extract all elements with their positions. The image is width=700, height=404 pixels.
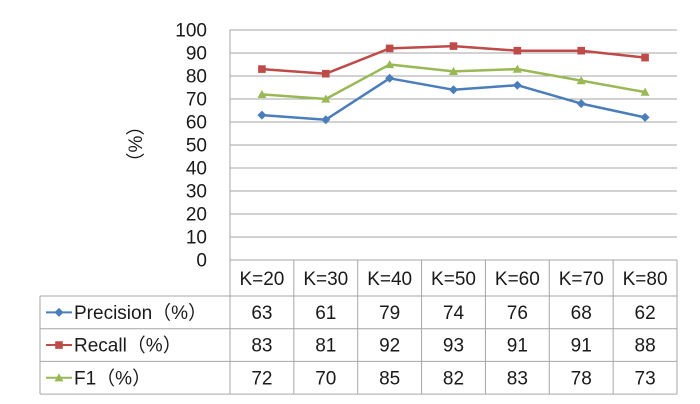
- legend-marker: [54, 373, 64, 382]
- x-category-label: K=20: [239, 269, 284, 290]
- series-group: [257, 42, 650, 125]
- table-cell-value: 63: [251, 303, 272, 324]
- data-point: [513, 46, 522, 55]
- legend-label: Precision（%）: [74, 302, 207, 324]
- table-cell-value: 81: [315, 336, 336, 357]
- y-tick-label: 60: [186, 113, 207, 134]
- data-point: [449, 42, 458, 50]
- x-category-label: K=50: [431, 269, 476, 290]
- table-cell-value: 74: [443, 303, 465, 324]
- data-point: [385, 73, 395, 83]
- data-point: [321, 69, 330, 78]
- table-cell-value: 85: [379, 368, 400, 389]
- data-point: [576, 99, 586, 109]
- table-cell-value: 76: [507, 303, 528, 324]
- table-cell-value: 61: [315, 303, 336, 324]
- gridlines: [230, 29, 677, 261]
- data-point: [512, 80, 522, 90]
- table-cell-value: 72: [251, 368, 272, 389]
- data-point: [258, 65, 266, 73]
- data-point: [576, 76, 586, 85]
- legend-marker: [55, 341, 63, 349]
- data-point: [385, 44, 394, 53]
- data-point: [385, 60, 395, 69]
- x-category-label: K=40: [367, 269, 412, 290]
- table-cell-value: 83: [507, 368, 528, 389]
- data-point: [449, 66, 458, 75]
- y-tick-label: 80: [186, 67, 207, 88]
- y-tick-label: 70: [186, 90, 207, 111]
- table-cell-value: 70: [315, 368, 336, 389]
- table-cell-value: 88: [635, 336, 656, 357]
- y-tick-label: 10: [186, 228, 207, 249]
- legend-marker: [54, 307, 64, 317]
- table-cell-value: 62: [635, 303, 656, 324]
- table-cell-value: 83: [251, 336, 272, 357]
- data-point: [640, 112, 650, 122]
- y-tick-label: 20: [186, 205, 207, 226]
- table-cell-value: 91: [571, 336, 592, 357]
- table-cell-value: 91: [507, 336, 528, 357]
- data-table: K=20 K=30 K=40 K=50 K=60 K=70 K=80 Precision（%）…: [39, 30, 678, 395]
- data-point: [257, 110, 267, 120]
- x-category-label: K=30: [303, 269, 348, 290]
- data-point: [257, 89, 267, 98]
- y-tick-label: 100: [175, 21, 207, 42]
- data-point: [640, 87, 650, 96]
- y-tick-label: 30: [186, 182, 207, 203]
- table-cell-value: 82: [443, 368, 464, 389]
- data-point: [512, 64, 522, 73]
- y-axis-label: （%）: [125, 117, 147, 172]
- table-cell-value: 92: [379, 336, 400, 357]
- data-point: [449, 85, 458, 95]
- legend-label: F1（%）: [74, 367, 151, 389]
- legend-label: Recall（%）: [74, 335, 182, 357]
- y-tick-label: 0: [196, 251, 207, 272]
- table-cell-value: 93: [443, 336, 464, 357]
- data-point: [641, 53, 649, 62]
- data-point: [321, 94, 331, 103]
- x-category-label: K=70: [559, 269, 604, 290]
- y-tick-label: 50: [186, 136, 207, 157]
- x-category-label: K=80: [623, 269, 668, 290]
- y-tick-label: 90: [186, 44, 207, 65]
- y-tick-label: 40: [186, 159, 207, 180]
- data-point: [321, 115, 331, 125]
- data-point: [577, 46, 586, 55]
- table-cell-value: 73: [635, 368, 656, 389]
- table-cell-value: 68: [571, 303, 592, 324]
- x-category-label: K=60: [495, 269, 540, 290]
- table-cell-value: 79: [379, 303, 400, 324]
- table-cell-value: 78: [571, 368, 592, 389]
